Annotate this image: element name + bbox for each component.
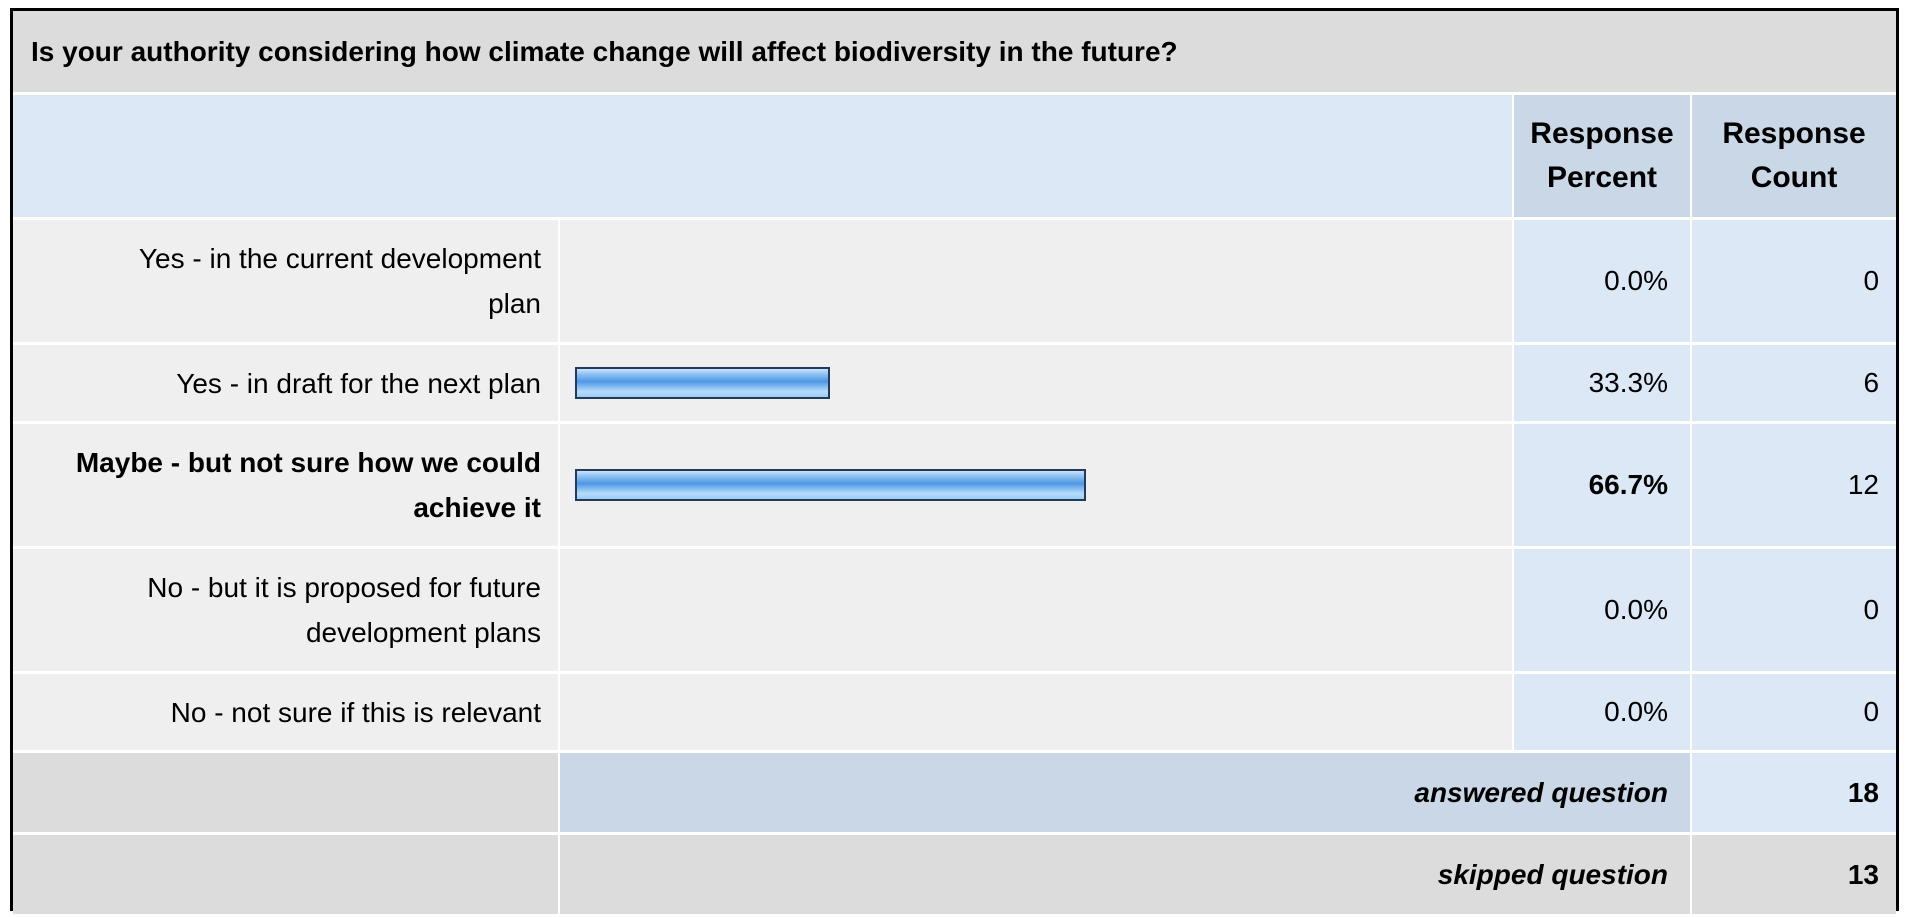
answer-label-line: Yes - in the current development [138,243,541,274]
response-count-header-line-1: Response [1722,117,1866,150]
results-table: Is your authority considering how climat… [13,11,1897,917]
bar-cell [560,220,1512,345]
answer-row: No - but it is proposed for future develo… [13,549,1897,674]
response-percent: 0.0% [1512,220,1690,345]
answer-row: Maybe - but not sure how we could achieve… [13,424,1897,549]
response-count: 0 [1690,220,1897,345]
answer-label: No - but it is proposed for future develo… [13,549,560,674]
header-spacer [13,95,1512,220]
answer-label-line: No - but it is proposed for future [147,572,541,603]
response-percent: 33.3% [1512,345,1690,424]
response-count: 0 [1690,674,1897,753]
response-bar [575,367,830,399]
skipped-question-label: skipped question [560,835,1690,917]
survey-result-panel: Is your authority considering how climat… [10,8,1899,917]
response-percent-header-line-2: Percent [1546,161,1658,194]
response-percent: 0.0% [1512,674,1690,753]
skipped-spacer [13,835,560,917]
response-bar [575,469,1086,501]
answer-label: No - not sure if this is relevant [13,674,560,753]
response-percent-header: Response Percent [1512,95,1690,220]
answer-row: No - not sure if this is relevant 0.0% 0 [13,674,1897,753]
bar-cell [560,674,1512,753]
answer-label-line: achieve it [413,492,541,523]
response-count-header: Response Count [1690,95,1897,220]
answer-label-line: Maybe - but not sure how we could [75,447,541,478]
answer-row: Yes - in the current development plan 0.0%… [13,220,1897,345]
answer-row: Yes - in draft for the next plan 33.3% 6 [13,345,1897,424]
answer-label-line: development plans [305,617,541,648]
answer-label: Maybe - but not sure how we could achieve… [13,424,560,549]
answer-label-line: Yes - in draft for the next plan [176,367,541,399]
bar-cell [560,345,1512,424]
response-count: 0 [1690,549,1897,674]
response-percent-header-line-1: Response [1530,117,1674,150]
bar-cell [560,549,1512,674]
answered-spacer [13,753,560,835]
answer-label-line: No - not sure if this is relevant [170,696,541,728]
response-percent: 66.7% [1512,424,1690,549]
question-title: Is your authority considering how climat… [13,11,1897,95]
answered-question-label: answered question [560,753,1690,835]
bar-cell [560,424,1512,549]
answer-label: Yes - in draft for the next plan [13,345,560,424]
response-count-header-line-2: Count [1750,161,1838,194]
answer-label-line: plan [488,288,541,319]
answer-label: Yes - in the current development plan [13,220,560,345]
answered-question-value: 18 [1690,753,1897,835]
response-percent: 0.0% [1512,549,1690,674]
skipped-question-value: 13 [1690,835,1897,917]
response-count: 12 [1690,424,1897,549]
response-count: 6 [1690,345,1897,424]
